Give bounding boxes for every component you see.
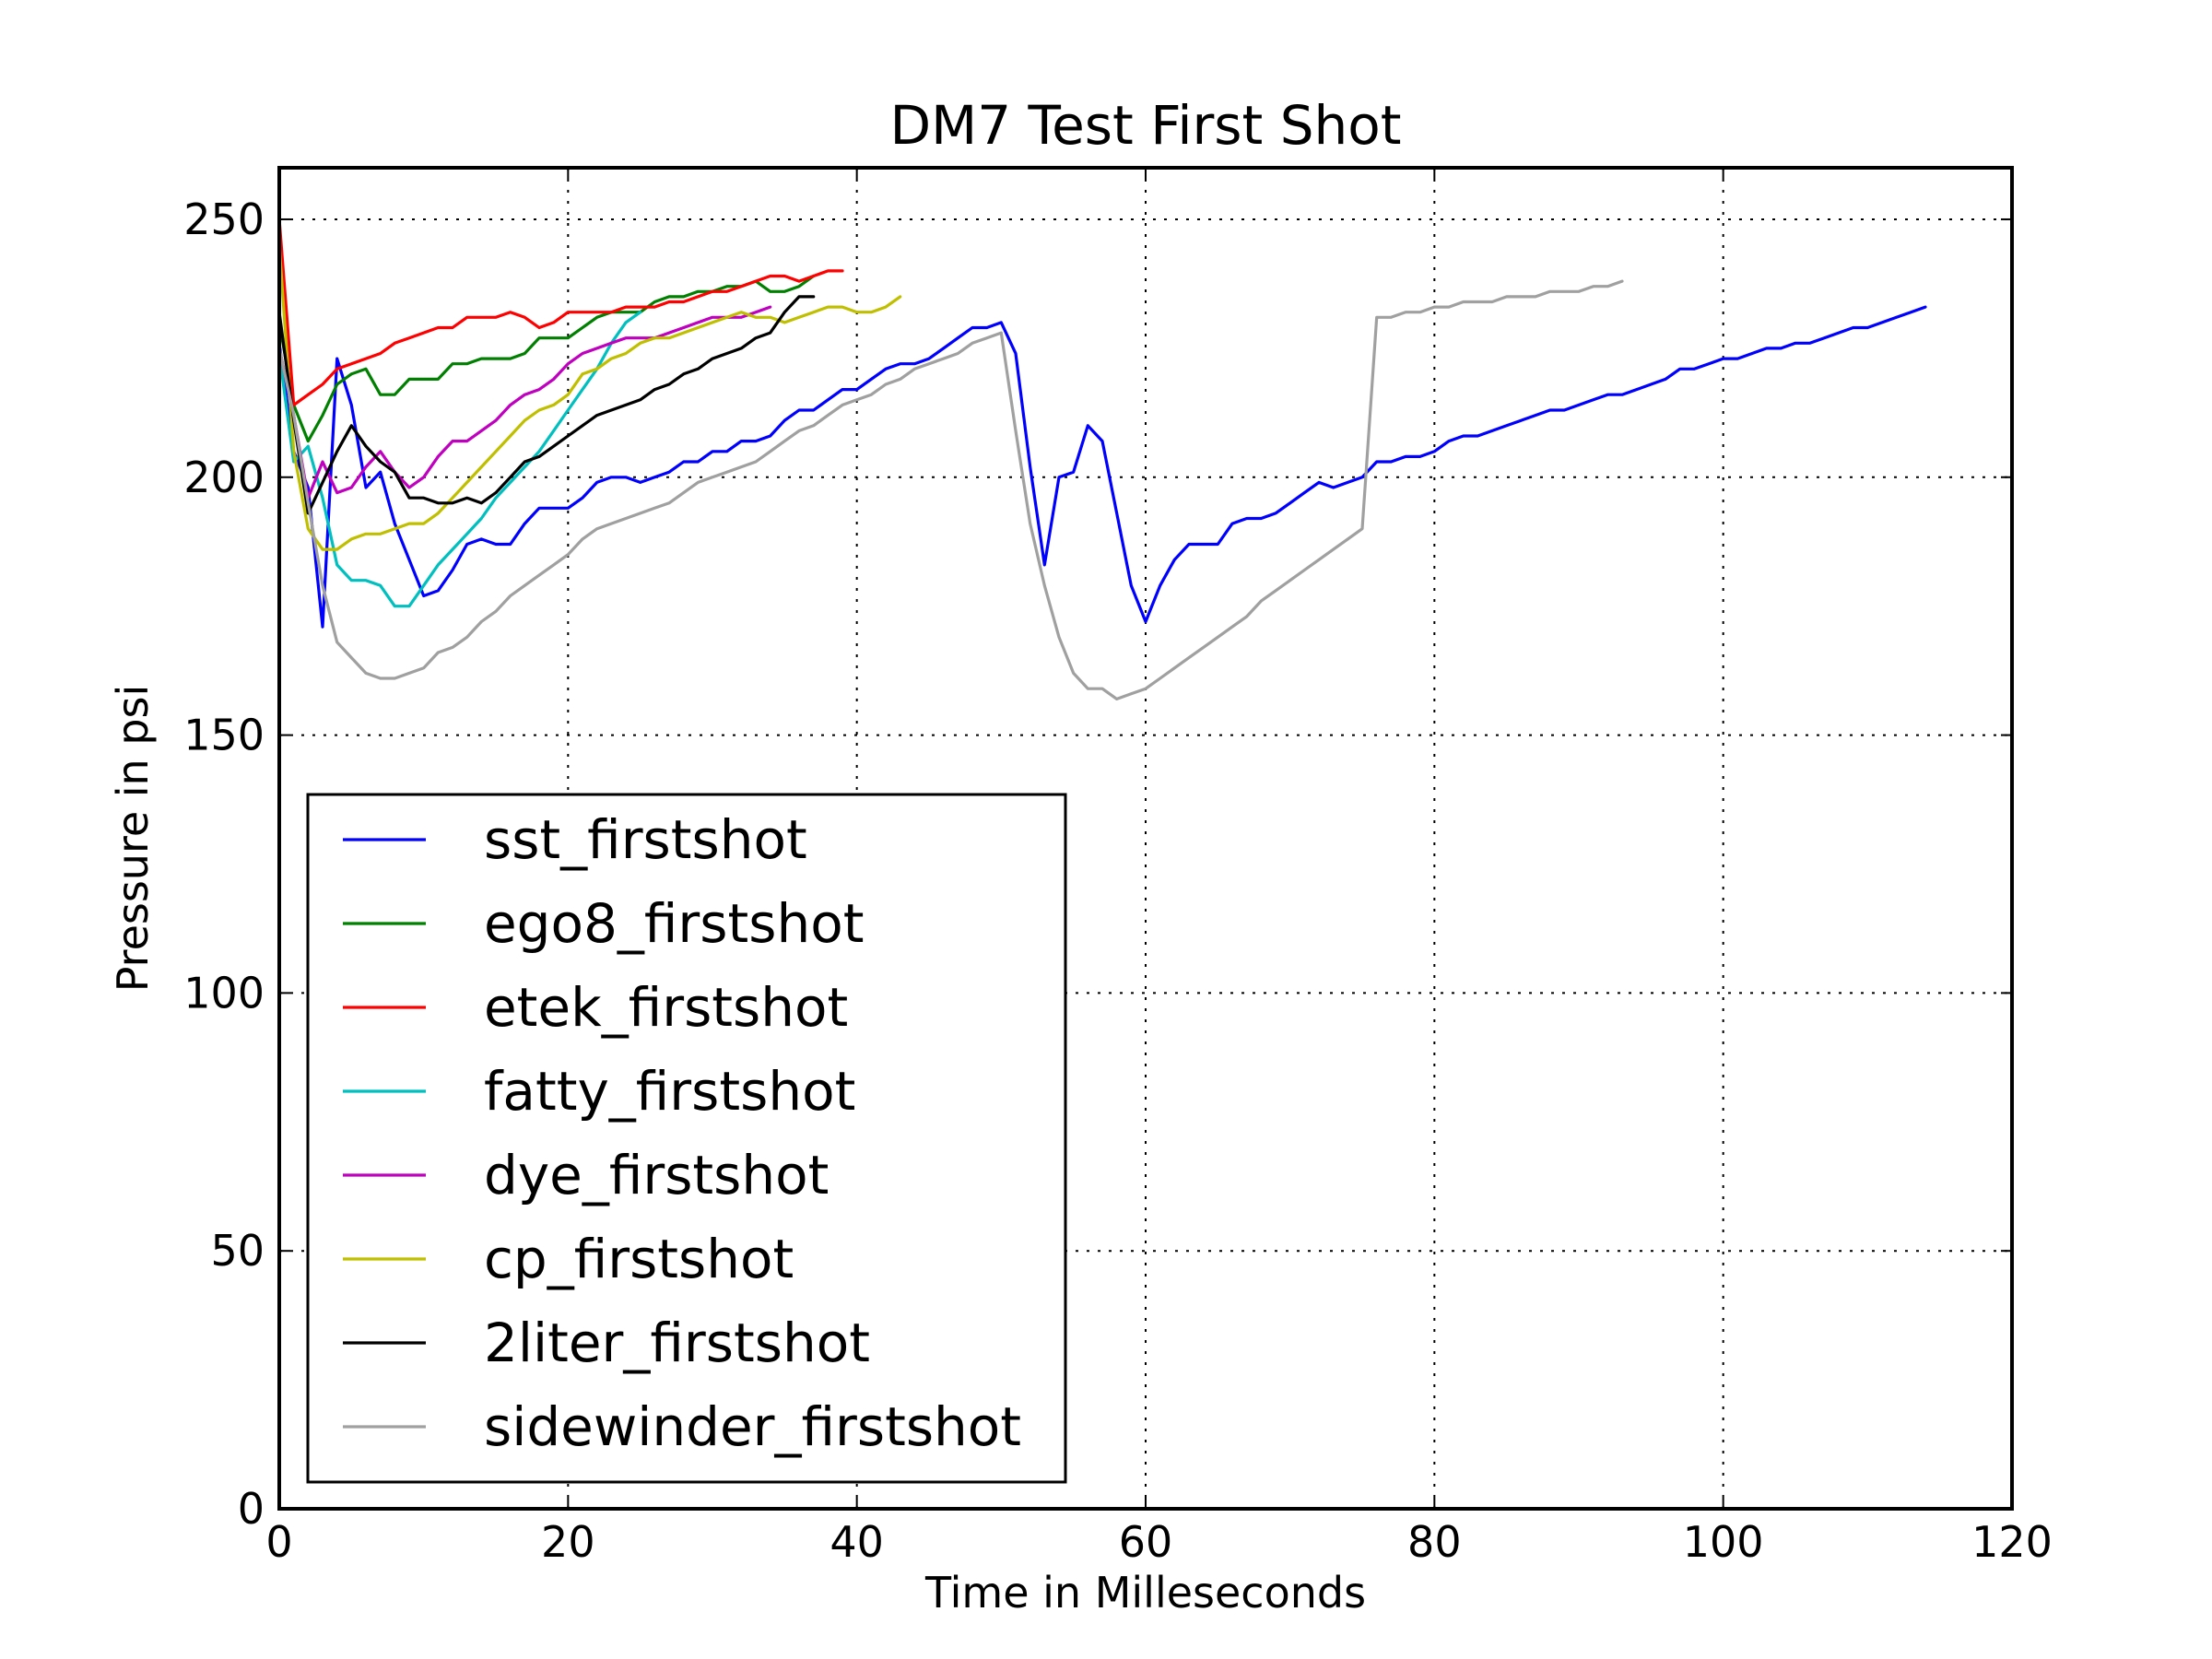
y-tick-label: 200: [183, 453, 265, 502]
legend-label: ego8_firstshot: [484, 892, 864, 955]
legend-label: etek_firstshot: [484, 976, 848, 1039]
series-lines: [277, 218, 1927, 701]
x-tick-label: 20: [541, 1517, 595, 1567]
y-tick-label: 150: [183, 711, 265, 760]
legend: sst_firstshot ego8_firstshot etek_firstsho…: [306, 793, 1067, 1484]
x-tick-label: 40: [830, 1517, 884, 1567]
x-tick-label: 120: [1971, 1517, 2053, 1567]
series-line-fatty-firstshot: [277, 311, 642, 608]
x-tick-label: 80: [1407, 1517, 1462, 1567]
series-line-2liter-firstshot: [277, 295, 816, 515]
series-line-etek-firstshot: [277, 218, 844, 406]
series-line-dye-firstshot: [277, 305, 772, 500]
legend-label: 2liter_firstshot: [484, 1312, 870, 1374]
legend-label: sidewinder_firstshot: [484, 1395, 1021, 1458]
y-tick-label: 0: [238, 1484, 265, 1534]
chart-title: DM7 Test First Shot: [890, 94, 1402, 157]
y-tick-label: 50: [210, 1226, 265, 1276]
series-line-ego8-firstshot: [277, 274, 816, 443]
legend-box: [306, 793, 1067, 1484]
series-line-sidewinder-firstshot: [277, 279, 1624, 701]
axis-ticks: 0 20 40 60 80 100 120 0 50 100 150 200 250: [183, 168, 2053, 1567]
legend-label: sst_firstshot: [484, 808, 807, 871]
series-line-cp-firstshot: [277, 243, 902, 551]
legend-label: fatty_firstshot: [484, 1060, 855, 1123]
y-axis-label: Pressure in psi: [108, 685, 158, 993]
y-tick-label: 250: [183, 194, 265, 244]
legend-label: cp_firstshot: [484, 1228, 794, 1290]
legend-label: dye_firstshot: [484, 1144, 829, 1206]
y-tick-label: 100: [183, 968, 265, 1018]
x-tick-label: 0: [265, 1517, 292, 1567]
x-tick-label: 60: [1119, 1517, 1173, 1567]
x-axis-label: Time in Milleseconds: [924, 1568, 1366, 1618]
series-line-sst-firstshot: [277, 305, 1927, 629]
x-tick-label: 100: [1683, 1517, 1764, 1567]
